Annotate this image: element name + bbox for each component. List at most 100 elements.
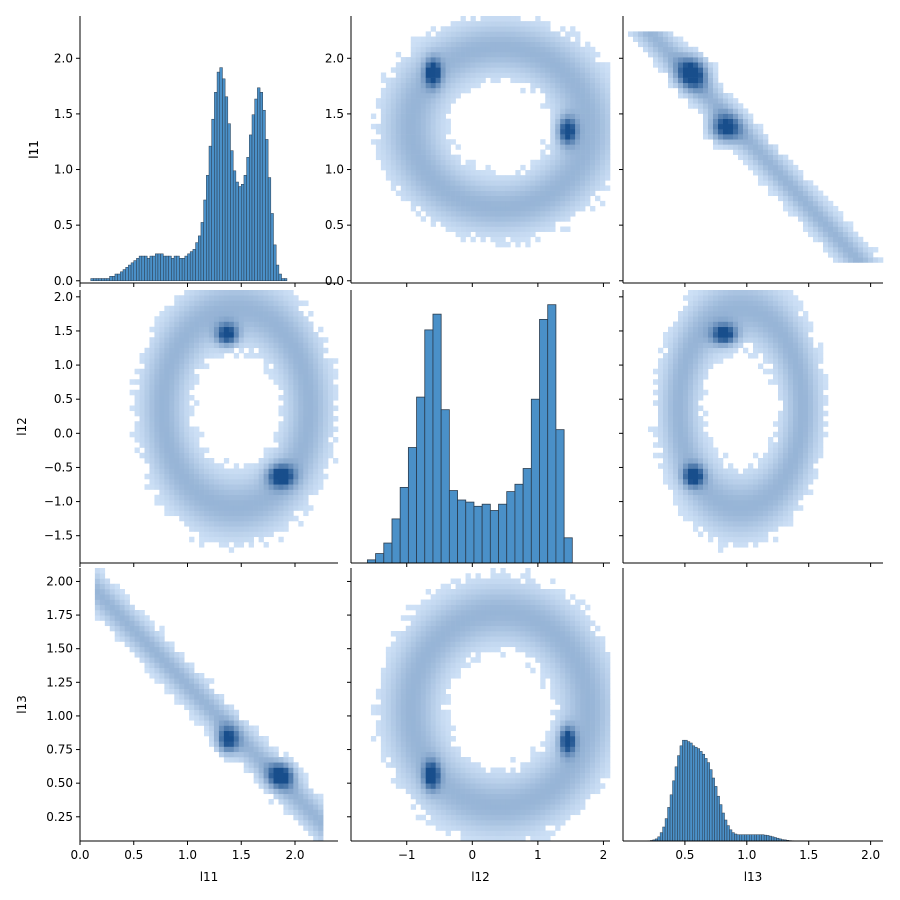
density-cell [698, 489, 704, 496]
density-cell [823, 247, 829, 253]
density-cell [263, 741, 269, 747]
density-cell [693, 421, 699, 427]
density-cell [209, 526, 215, 532]
density-cell [390, 139, 397, 145]
density-cell [480, 31, 486, 37]
density-cell [778, 479, 784, 485]
density-cell [773, 536, 779, 543]
density-cell [698, 342, 704, 349]
density-cell [318, 389, 324, 396]
density-cell [139, 636, 145, 642]
histogram-bar [243, 175, 247, 282]
density-cell [748, 494, 754, 501]
density-cell [748, 479, 754, 485]
density-cell [435, 205, 441, 212]
density-cell [184, 368, 190, 375]
density-cell [653, 389, 659, 396]
density-cell [154, 384, 160, 391]
density-cell [189, 484, 195, 490]
density-cell [298, 442, 304, 448]
density-cell [575, 93, 581, 99]
density-cell [213, 505, 220, 511]
density-cell [455, 77, 461, 84]
density-cell [223, 500, 230, 506]
density-cell [738, 118, 744, 125]
density-cell [233, 473, 240, 480]
density-cell [370, 113, 377, 119]
density-cell [194, 452, 200, 459]
density-cell [550, 226, 556, 232]
density-cell [703, 82, 709, 89]
density-cell [223, 489, 230, 496]
density-cell [204, 494, 210, 501]
histogram-bar [146, 258, 151, 282]
density-cell [450, 164, 456, 171]
density-cell [718, 332, 724, 338]
density-cell [678, 316, 684, 322]
density-cell [218, 699, 225, 705]
density-cell [293, 316, 299, 322]
density-cell [278, 437, 284, 443]
density-cell [450, 87, 456, 94]
y-tick-label: −1.5 [44, 529, 73, 543]
density-cell [293, 305, 299, 312]
density-cell [525, 36, 531, 42]
density-cell [560, 128, 566, 135]
density-cell [318, 400, 324, 406]
density-cell [798, 185, 804, 191]
density-cell [738, 510, 744, 517]
density-cell [545, 26, 551, 32]
density-cell [415, 46, 422, 53]
density-cell [94, 615, 101, 621]
density-cell [723, 98, 729, 104]
density-cell [288, 437, 294, 443]
density-cell [308, 363, 314, 370]
density-cell [159, 494, 165, 501]
density-cell [753, 159, 759, 166]
density-cell [223, 316, 230, 322]
density-cell [580, 139, 586, 145]
density-cell [410, 195, 417, 202]
density-cell [263, 767, 269, 774]
density-cell [693, 62, 699, 68]
density-cell [263, 290, 269, 296]
density-cell [758, 170, 764, 176]
density-cell [209, 458, 215, 464]
density-cell [758, 175, 764, 181]
density-cell [853, 252, 859, 258]
density-cell [733, 526, 739, 532]
density-cell [545, 164, 551, 171]
density-cell [813, 468, 819, 475]
density-cell [663, 353, 669, 359]
density-cell [218, 741, 225, 747]
density-cell [535, 16, 541, 22]
density-cell [149, 395, 155, 401]
density-cell [525, 175, 531, 181]
density-cell [455, 46, 461, 53]
density-cell [565, 82, 571, 89]
density-cell [758, 300, 764, 307]
density-cell [678, 36, 684, 42]
density-cell [169, 316, 175, 322]
density-cell [783, 468, 789, 475]
density-cell [738, 332, 744, 338]
density-cell [184, 458, 190, 464]
density-cell [174, 458, 180, 464]
density-cell [405, 118, 412, 125]
density-cell [813, 205, 819, 212]
density-cell [273, 788, 279, 795]
density-cell [184, 363, 190, 370]
density-cell [540, 31, 546, 37]
density-cell [515, 221, 521, 227]
density-cell [278, 767, 284, 774]
density-cell [308, 342, 314, 349]
density-cell [189, 500, 195, 506]
density-cell [708, 531, 714, 538]
density-cell [213, 305, 220, 312]
density-cell [778, 437, 784, 443]
density-cell [530, 185, 536, 191]
density-cell [435, 185, 441, 191]
density-cell [400, 149, 407, 155]
density-cell [713, 128, 719, 135]
density-cell [560, 118, 566, 125]
